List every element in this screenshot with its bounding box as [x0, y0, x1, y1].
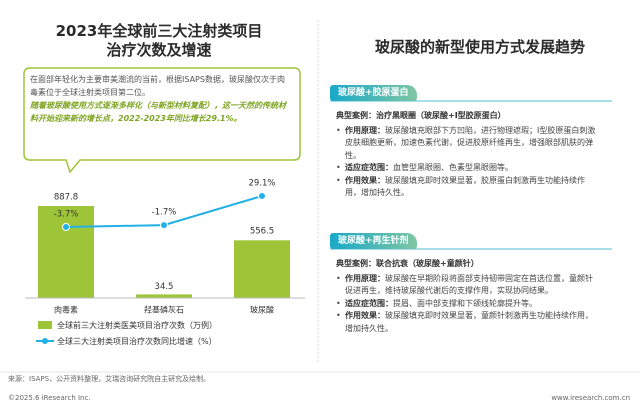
- bullet: 适应症范围：提眉、面中部支撑和下颌线轮廓提升等。: [336, 298, 598, 311]
- line-label: 29.1%: [248, 179, 275, 189]
- section-tag: 玻尿酸+胶原蛋白: [330, 85, 417, 101]
- bullet-label: 适应症范围：: [345, 298, 393, 308]
- callout-highlight: 随着玻尿酸使用方式逐渐多样化（与新型材料复配），这一天然的传统材料开始迎来新的增…: [30, 101, 286, 123]
- bullet-text: 玻尿酸填充即时效果显著，童颜针刺激再生功能持续作用，增加持久性。: [345, 311, 593, 333]
- bullet-label: 适应症范围：: [345, 163, 393, 172]
- section-tag: 玻尿酸+再生针剂: [330, 233, 417, 249]
- legend-label: 全球前三大注射类医美项目治疗次数（万例）: [57, 320, 217, 330]
- bullet-text: 玻尿酸填充即时效果显著，胶原蛋白刺激再生功能持续作用，增加持久性。: [345, 175, 585, 198]
- section: 典型案例：治疗黑眼圈（玻尿酸+I型胶原蛋白） 作用原理：玻尿酸填充眼部下方凹陷，进…: [336, 110, 598, 200]
- bullet: 作用原理：玻尿酸填充眼部下方凹陷，进行物理遮瑕；I型胶原蛋白刺激皮肤细胞更新，加…: [336, 125, 598, 163]
- bar: [38, 206, 94, 298]
- source: 来源：ISAPS，公开资料整理，艾瑞咨询研究院自主研究及绘制。: [8, 375, 211, 383]
- bullet-label: 作用原理：: [345, 125, 385, 135]
- bullet-label: 作用效果：: [345, 175, 385, 185]
- callout-text: 在面部年轻化为主要审美潮流的当前，根据ISAPS数据，玻尿酸仅次于肉毒素位于全球…: [30, 75, 285, 97]
- copyright: ©2025.6 iResearch Inc.: [8, 394, 91, 402]
- legend-label: 全球三大注射类项目治疗次数同比增速（%）: [57, 336, 217, 346]
- bullet-text: 提眉、面中部支撑和下颌线轮廓提升等。: [393, 298, 537, 308]
- right-title: 玻尿酸的新型使用方式发展趋势: [374, 38, 585, 56]
- line-label: -1.7%: [152, 208, 177, 218]
- line-point: [258, 192, 266, 200]
- bullet: 作用效果：玻尿酸填充即时效果显著，胶原蛋白刺激再生功能持续作用，增加持久性。: [336, 175, 598, 200]
- bullet-text: 玻尿酸填充眼部下方凹陷，进行物理遮瑕；I型胶原蛋白刺激皮肤细胞更新，加速色素代谢…: [345, 125, 596, 160]
- line-point: [160, 221, 168, 230]
- bar-label: 34.5: [155, 282, 174, 292]
- chart-title: 治疗次数及增速: [106, 41, 212, 59]
- bullet-label: 作用效果：: [345, 311, 385, 320]
- callout-box: [23, 67, 301, 174]
- x-tick-label: 羟基磷灰石: [144, 305, 184, 315]
- bullet-label: 作用原理：: [345, 273, 385, 283]
- bullet: 作用原理：玻尿酸在早期阶段将面部支持韧带固定在首选位置，童颜针促进再生，维持玻尿…: [336, 273, 598, 298]
- bar: [136, 294, 192, 298]
- section: 典型案例：联合抗衰（玻尿酸+童颜针） 作用原理：玻尿酸在早期阶段将面部支持韧带固定…: [336, 258, 598, 335]
- callout: 在面部年轻化为主要审美潮流的当前，根据ISAPS数据，玻尿酸仅次于肉毒素位于全球…: [30, 73, 292, 125]
- bullet-text: 玻尿酸在早期阶段将面部支持韧带固定在首选位置，童颜针促进再生，维持玻尿酸代谢后的…: [345, 273, 593, 296]
- legend-swatch: [42, 338, 48, 344]
- bar-label: 887.8: [54, 193, 78, 203]
- bullet: 作用效果：玻尿酸填充即时效果显著，童颜针刺激再生功能持续作用，增加持久性。: [336, 310, 598, 335]
- x-tick-label: 肉毒素: [54, 305, 78, 315]
- case-title: 典型案例：治疗黑眼圈（玻尿酸+I型胶原蛋白）: [336, 111, 506, 120]
- bullet-text: 血管型黑眼圈、色素型黑眼圈等。: [393, 163, 513, 172]
- line-label: -3.7%: [54, 210, 79, 220]
- bullet: 适应症范围：血管型黑眼圈、色素型黑眼圈等。: [336, 162, 598, 175]
- x-tick-label: 玻尿酸: [250, 305, 274, 315]
- legend-swatch: [38, 321, 52, 329]
- bar: [234, 240, 290, 298]
- case-title: 典型案例：联合抗衰（玻尿酸+童颜针）: [336, 259, 479, 268]
- chart-title: 2023年全球前三大注射类项目: [55, 22, 263, 40]
- website: www.iresearch.com.cn: [551, 394, 630, 402]
- line-point: [62, 223, 70, 231]
- bar-label: 556.5: [250, 227, 274, 237]
